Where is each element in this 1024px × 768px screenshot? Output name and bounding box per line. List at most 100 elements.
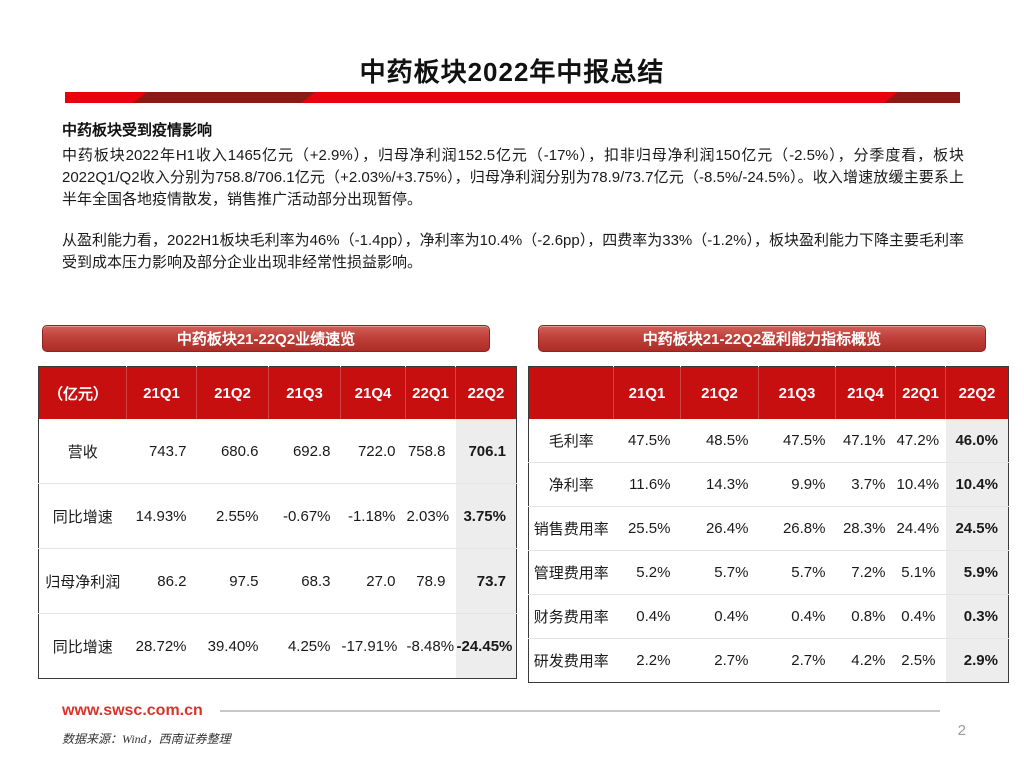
col-header-22q2: 22Q2	[945, 366, 1009, 419]
cell: 680.6	[220, 442, 259, 460]
cell: 24.4%	[895, 506, 946, 551]
cell: 2.55%	[196, 483, 269, 549]
cell: 2.5%	[895, 638, 946, 683]
paragraph-revenue-summary: 中药板块2022年H1收入1465亿元（+2.9%），归母净利润152.5亿元（…	[62, 147, 964, 208]
cell: 0.4%	[895, 594, 946, 639]
row-label: 销售费用率	[528, 506, 614, 551]
table-row: 同比增速 14.93% 2.55% -0.67% -1.18% 2.03% 3.…	[38, 483, 517, 549]
col-header-21q3: 21Q3	[758, 366, 836, 419]
cell: 722.0	[357, 442, 396, 460]
cell: 25.5%	[613, 506, 681, 551]
table-row: 研发费用率 2.2% 2.7% 2.7% 4.2% 2.5% 2.9%	[528, 638, 1009, 683]
table-row: 财务费用率 0.4% 0.4% 0.4% 0.8% 0.4% 0.3%	[528, 594, 1009, 639]
table-row: 销售费用率 25.5% 26.4% 26.8% 28.3% 24.4% 24.5…	[528, 506, 1009, 551]
cell-highlight: 2.9%	[945, 638, 1009, 683]
cell: 2.7%	[680, 638, 759, 683]
row-label: 归母净利润	[38, 548, 127, 614]
section-heading: 中药板块受到疫情影响	[62, 122, 213, 139]
col-header-21q2: 21Q2	[196, 366, 269, 419]
cell-highlight: 46.0%	[945, 419, 1009, 463]
cell: 4.2%	[835, 638, 896, 683]
cell-highlight: 0.3%	[945, 594, 1009, 639]
cell: 0.8%	[835, 594, 896, 639]
cell: 47.5%	[627, 432, 671, 449]
cell: 0.4%	[613, 594, 681, 639]
cell-highlight: 5.9%	[945, 550, 1009, 595]
cell: 47.5%	[782, 432, 826, 449]
cell: 3.7%	[835, 462, 896, 507]
cell: 10.4%	[895, 462, 946, 507]
profitability-table-container: 21Q1 21Q2 21Q3 21Q4 22Q1 22Q2 毛利率 47.5% …	[528, 366, 1009, 683]
col-header-21q1: 21Q1	[126, 366, 197, 419]
row-label: 财务费用率	[528, 594, 614, 639]
cell: 2.03%	[405, 483, 456, 549]
col-header-21q3: 21Q3	[268, 366, 341, 419]
cell: 14.93%	[126, 483, 197, 549]
col-header-22q2: 22Q2	[455, 366, 517, 419]
cell: 28.3%	[835, 506, 896, 551]
cell: 47.1%	[842, 432, 886, 449]
cell: 0.4%	[758, 594, 836, 639]
cell: 11.6%	[613, 462, 681, 507]
cell: 26.8%	[758, 506, 836, 551]
cell: 78.9	[405, 548, 456, 614]
row-label: 毛利率	[548, 433, 594, 450]
row-label: 净利率	[528, 462, 614, 507]
table-row: 净利率 11.6% 14.3% 9.9% 3.7% 10.4% 10.4%	[528, 462, 1009, 507]
divider-dark-segment-left	[133, 92, 315, 103]
cell-highlight: 10.4%	[945, 462, 1009, 507]
cell: 692.8	[292, 442, 331, 460]
table-row: 营收 743.7 680.6 692.8 722.0 758.8 706.1	[39, 419, 517, 484]
right-panel-header: 中药板块21-22Q2盈利能力指标概览	[538, 325, 986, 352]
col-header-22q1: 22Q1	[405, 366, 456, 419]
profitability-table: 21Q1 21Q2 21Q3 21Q4 22Q1 22Q2 毛利率 47.5% …	[528, 366, 1009, 683]
table-row: 毛利率 47.5% 48.5% 47.5% 47.1% 47.2% 46.0%	[529, 419, 1009, 463]
col-header-21q4: 21Q4	[340, 366, 406, 419]
cell: 0.4%	[680, 594, 759, 639]
cell: 2.7%	[758, 638, 836, 683]
col-header-blank	[528, 366, 614, 419]
cell: 5.2%	[613, 550, 681, 595]
row-label: 管理费用率	[528, 550, 614, 595]
table-row: 同比增速 28.72% 39.40% 4.25% -17.91% -8.48% …	[38, 613, 517, 679]
cell: 743.7	[148, 442, 187, 460]
cell: 5.7%	[680, 550, 759, 595]
title-divider-bar	[65, 92, 960, 103]
cell: 7.2%	[835, 550, 896, 595]
col-header-21q4: 21Q4	[835, 366, 896, 419]
cell-highlight: 73.7	[455, 548, 517, 614]
cell: 97.5	[196, 548, 269, 614]
cell: 9.9%	[758, 462, 836, 507]
left-panel-header: 中药板块21-22Q2业绩速览	[42, 325, 490, 352]
cell: 39.40%	[196, 613, 269, 679]
cell: 27.0	[340, 548, 406, 614]
cell: 47.2%	[896, 432, 940, 449]
cell: 26.4%	[680, 506, 759, 551]
table-row: 归母净利润 86.2 97.5 68.3 27.0 78.9 73.7	[38, 548, 517, 614]
cell: -17.91%	[340, 613, 406, 679]
cell: 2.2%	[613, 638, 681, 683]
cell-highlight: 706.1	[455, 419, 517, 484]
performance-table: （亿元） 21Q1 21Q2 21Q3 21Q4 22Q1 22Q2 营收 74…	[38, 366, 517, 679]
data-source-note: 数据来源：Wind，西南证券整理	[62, 732, 231, 746]
cell: -1.18%	[340, 483, 406, 549]
page-number: 2	[957, 722, 966, 739]
table-row: 管理费用率 5.2% 5.7% 5.7% 7.2% 5.1% 5.9%	[528, 550, 1009, 595]
website-url: www.swsc.com.cn	[62, 702, 203, 719]
col-header-22q1: 22Q1	[895, 366, 946, 419]
cell: 86.2	[126, 548, 197, 614]
cell: 48.5%	[705, 432, 749, 449]
cell: -8.48%	[405, 613, 456, 679]
page-title: 中药板块2022年中报总结	[359, 57, 665, 87]
col-header-unit: （亿元）	[38, 366, 127, 419]
row-label: 营收	[67, 443, 98, 461]
col-header-21q1: 21Q1	[613, 366, 681, 419]
footer-divider-line	[220, 710, 940, 712]
divider-dark-segment-right	[884, 92, 960, 103]
cell: 28.72%	[126, 613, 197, 679]
paragraph-profitability-summary: 从盈利能力看，2022H1板块毛利率为46%（-1.4pp），净利率为10.4%…	[62, 232, 964, 271]
cell: 14.3%	[680, 462, 759, 507]
cell: 5.7%	[758, 550, 836, 595]
table-header-row: 21Q1 21Q2 21Q3 21Q4 22Q1 22Q2	[528, 366, 1009, 419]
